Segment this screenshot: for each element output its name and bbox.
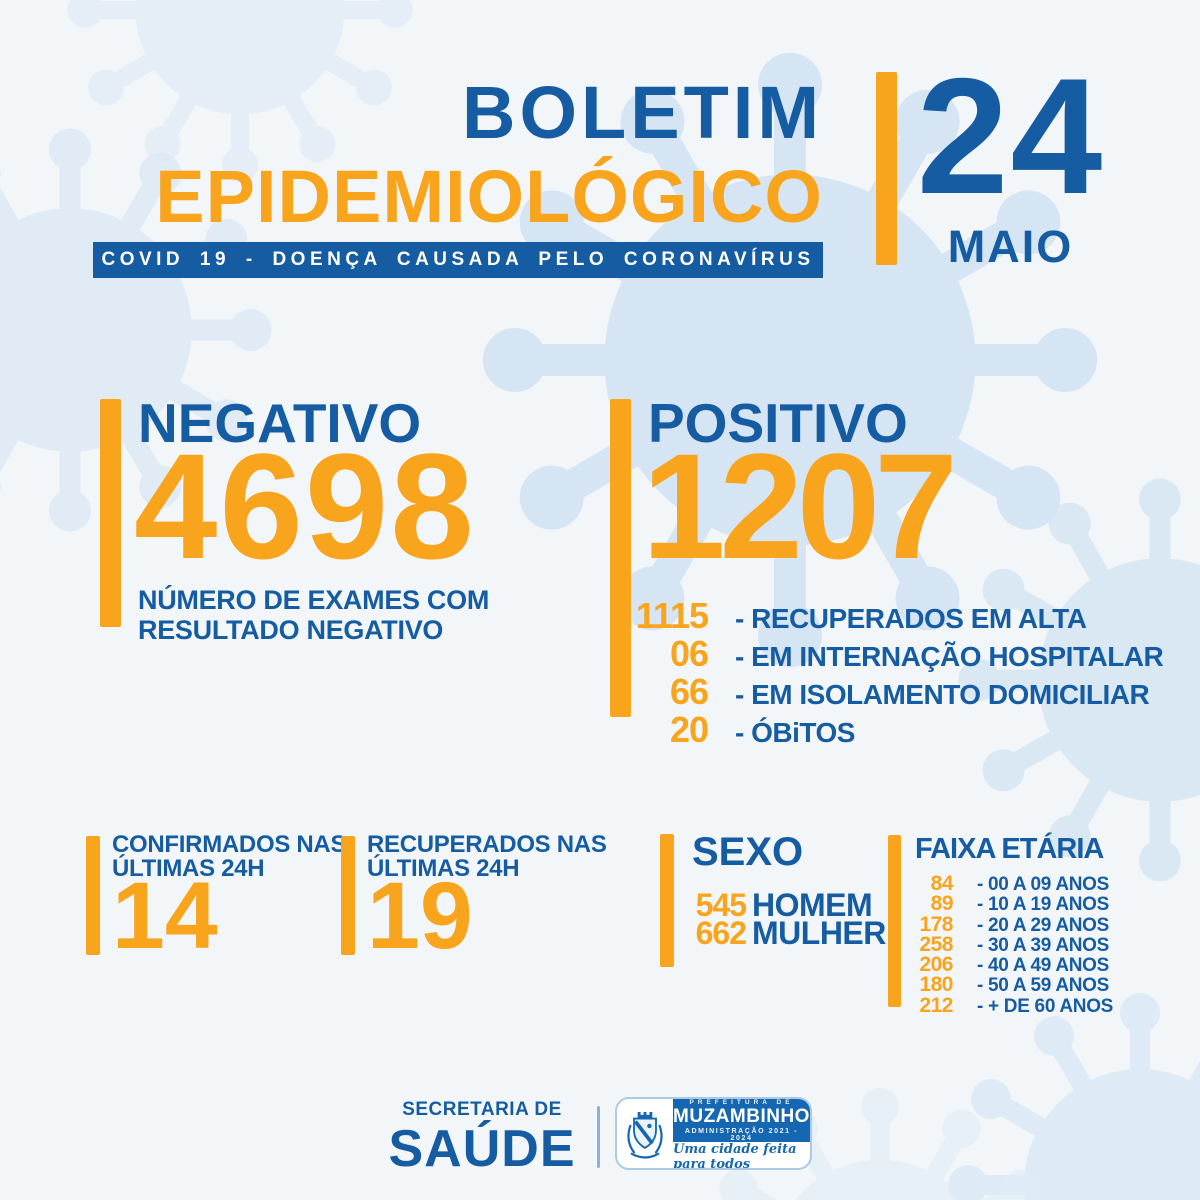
age-group-label: - + DE 60 ANOS	[977, 995, 1114, 1017]
negative-accent-bar	[100, 399, 121, 627]
age-groups-accent-bar	[888, 835, 901, 1007]
negative-description-line1: NÚMERO DE EXAMES COM	[138, 585, 490, 615]
age-group-row: 258 - 30 A 39 ANOS	[905, 933, 1113, 956]
footer-divider	[597, 1106, 600, 1168]
date-month: MAIO	[947, 221, 1074, 272]
sex-section: SEXO 545 HOMEM 662 MULHER	[692, 830, 887, 951]
age-group-value: 178	[919, 912, 953, 936]
breakdown-row: 1115 - RECUPERADOS EM ALTA	[632, 595, 1163, 636]
age-groups-rows: 84 - 00 A 09 ANOS 89 - 10 A 19 ANOS 178 …	[905, 872, 1113, 1017]
recovered-24h-value: 19	[367, 863, 473, 969]
sex-row: 545 HOMEM	[692, 887, 886, 923]
age-group-label: - 40 A 49 ANOS	[977, 955, 1110, 977]
breakdown-label: - EM INTERNAÇÃO HOSPITALAR	[735, 641, 1164, 672]
recovered-24h-label-line1: RECUPERADOS NAS	[367, 831, 607, 858]
logo-right: PREFEITURA DE MUZAMBINHO ADMINISTRAÇÃO 2…	[673, 1099, 810, 1168]
subtitle-banner: COVID 19 - DOENÇA CAUSADA PELO CORONAVÍR…	[93, 242, 823, 278]
age-group-value: 206	[919, 953, 953, 977]
confirmed-24h-value: 14	[112, 863, 218, 969]
logo-administration: ADMINISTRAÇÃO 2021 - 2024	[684, 1128, 799, 1142]
confirmed-24h-block: CONFIRMADOS NAS ÚLTIMAS 24H 14	[112, 833, 346, 964]
breakdown-label: - ÓBiTOS	[735, 717, 855, 748]
age-group-row: 178 - 20 A 29 ANOS	[905, 913, 1113, 936]
breakdown-value: 66	[669, 671, 709, 712]
breakdown-label: - RECUPERADOS EM ALTA	[735, 603, 1087, 634]
crest-zone	[617, 1099, 673, 1168]
title-line2: EPIDEMIOLÓGICO	[155, 155, 823, 238]
logo-blue-panel: PREFEITURA DE MUZAMBINHO ADMINISTRAÇÃO 2…	[673, 1099, 810, 1142]
age-group-value: 212	[919, 993, 953, 1017]
title-line1: BOLETIM	[462, 71, 823, 154]
sex-row: 662 MULHER	[692, 915, 887, 951]
positive-breakdown-list: 1115 - RECUPERADOS EM ALTA 06 - EM INTER…	[632, 595, 1164, 750]
age-group-row: 206 - 40 A 49 ANOS	[905, 953, 1113, 976]
confirmed-24h-accent-bar	[86, 836, 100, 955]
age-group-value: 180	[919, 973, 953, 997]
breakdown-value: 20	[669, 709, 709, 750]
breakdown-value: 06	[669, 633, 709, 674]
breakdown-row: 20 - ÓBiTOS	[632, 709, 1163, 750]
age-group-value: 84	[930, 872, 954, 895]
breakdown-row: 66 - EM ISOLAMENTO DOMICILIAR	[632, 671, 1163, 712]
logo-city-name: MUZAMBINHO	[673, 1106, 810, 1127]
date-day: 24	[916, 44, 1105, 228]
positive-accent-bar	[610, 399, 631, 717]
city-hall-logo: PREFEITURA DE MUZAMBINHO ADMINISTRAÇÃO 2…	[615, 1097, 812, 1170]
recovered-24h-block: RECUPERADOS NAS ÚLTIMAS 24H 19	[367, 833, 607, 964]
age-group-label: - 20 A 29 ANOS	[977, 914, 1110, 936]
recovered-24h-label: RECUPERADOS NAS ÚLTIMAS 24H	[367, 833, 607, 881]
age-groups-section: FAIXA ETÁRIA 84 - 00 A 09 ANOS 89 - 10 A…	[905, 833, 1113, 1017]
positive-section: POSITIVO 1207 1115 - RECUPERADOS EM ALTA…	[636, 392, 1164, 751]
secretary-line2: SAÚDE	[388, 1120, 576, 1178]
age-group-value: 89	[930, 892, 954, 916]
negative-description-line2: RESULTADO NEGATIVO	[138, 615, 444, 646]
sex-rows: 545 HOMEM 662 MULHER	[692, 887, 887, 951]
confirmed-24h-label-line2: ÚLTIMAS 24H	[112, 855, 265, 882]
age-group-value: 258	[919, 932, 953, 956]
secretary-line1: SECRETARIA DE	[402, 1099, 562, 1120]
health-secretary-block: SECRETARIA DE SAÚDE	[376, 1099, 588, 1175]
recovered-24h-accent-bar	[341, 836, 355, 955]
age-group-label: - 30 A 39 ANOS	[977, 934, 1110, 956]
age-group-row: 180 - 50 A 59 ANOS	[905, 973, 1113, 996]
negative-label: NEGATIVO	[138, 392, 422, 454]
date-accent-bar	[876, 72, 897, 265]
breakdown-value: 1115	[635, 595, 709, 636]
title-block: BOLETIM EPIDEMIOLÓGICO COVID 19 - DOENÇA…	[93, 76, 823, 278]
positive-value: 1207	[642, 422, 958, 590]
recovered-24h-label-line2: ÚLTIMAS 24H	[367, 855, 520, 882]
coat-of-arms-icon	[627, 1111, 663, 1159]
breakdown-label: - EM ISOLAMENTO DOMICILIAR	[735, 679, 1150, 710]
confirmed-24h-label-line1: CONFIRMADOS NAS	[112, 831, 347, 858]
logo-slogan: Uma cidade feita para todos	[673, 1142, 797, 1170]
breakdown-row: 06 - EM INTERNAÇÃO HOSPITALAR	[632, 633, 1164, 674]
positive-label: POSITIVO	[648, 392, 908, 454]
negative-section: NEGATIVO 4698 NÚMERO DE EXAMES COM RESUL…	[134, 392, 489, 646]
age-group-label: - 50 A 59 ANOS	[977, 975, 1110, 997]
sex-value: 545	[695, 887, 747, 923]
date-block: 24 MAIO	[903, 54, 1118, 273]
logo-prefeitura: PREFEITURA DE	[689, 1099, 794, 1106]
sex-value: 662	[695, 915, 747, 951]
age-group-label: - 10 A 19 ANOS	[977, 894, 1110, 916]
age-group-label: - 00 A 09 ANOS	[977, 874, 1110, 895]
age-group-row: 84 - 00 A 09 ANOS	[905, 872, 1113, 895]
negative-description: NÚMERO DE EXAMES COM RESULTADO NEGATIVO	[138, 585, 489, 645]
sex-label: MULHER	[752, 915, 886, 951]
sex-accent-bar	[660, 834, 674, 967]
age-group-row: 89 - 10 A 19 ANOS	[905, 892, 1113, 915]
sex-title: SEXO	[692, 830, 804, 874]
age-group-row: 212 - + DE 60 ANOS	[905, 994, 1113, 1017]
confirmed-24h-label: CONFIRMADOS NAS ÚLTIMAS 24H	[112, 833, 346, 881]
negative-value: 4698	[134, 422, 476, 590]
age-groups-title: FAIXA ETÁRIA	[915, 833, 1104, 865]
sex-label: HOMEM	[752, 887, 873, 923]
